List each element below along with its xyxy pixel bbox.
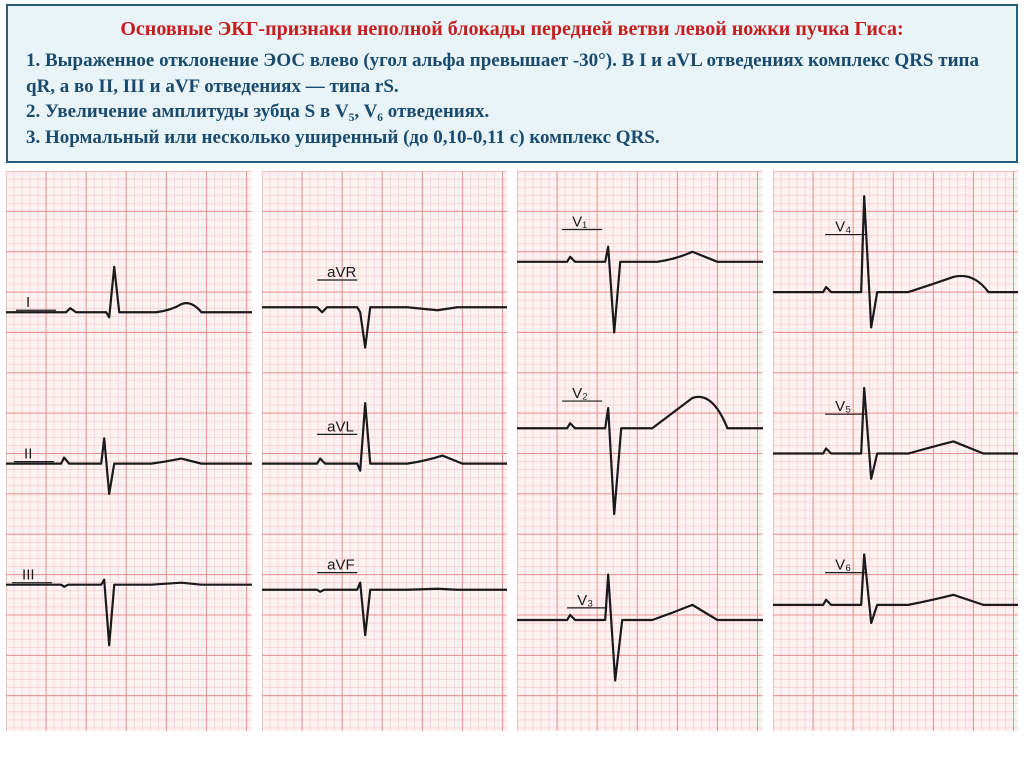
lead-label-V₁: V₁ <box>572 213 587 230</box>
ecg-strip-strip-1: IIIIII <box>6 171 252 731</box>
lead-label-I: I <box>26 294 30 311</box>
ecg-panel: IIIIIIaVRaVLaVFV₁V₂V₃V₄V₅V₆ <box>0 171 1024 731</box>
lead-label-II: II <box>24 445 32 462</box>
criterion-2: 2. Увеличение амплитуды зубца S в V₅, V₆… <box>26 99 998 125</box>
lead-label-III: III <box>22 566 35 583</box>
header-panel: Основные ЭКГ-признаки неполной блокады п… <box>6 4 1018 163</box>
ecg-strip-strip-3: V₁ V₂ V₃ <box>517 171 763 731</box>
slide-title: Основные ЭКГ-признаки неполной блокады п… <box>26 16 998 42</box>
lead-label-aVR: aVR <box>327 263 356 280</box>
criterion-1: 1. Выраженное отклонение ЭОС влево (угол… <box>26 48 998 99</box>
lead-label-V₄: V₄ <box>835 218 851 235</box>
lead-label-aVL: aVL <box>327 418 354 435</box>
lead-label-V₆: V₆ <box>835 556 851 573</box>
criteria-list: 1. Выраженное отклонение ЭОС влево (угол… <box>26 48 998 151</box>
lead-label-V₃: V₃ <box>577 591 593 608</box>
lead-label-V₂: V₂ <box>572 385 588 402</box>
ecg-strip-strip-4: V₄ V₅ V₆ <box>773 171 1019 731</box>
ecg-strip-strip-2: aVR aVL aVF <box>262 171 508 731</box>
lead-label-aVF: aVF <box>327 556 355 573</box>
criterion-3: 3. Нормальный или несколько уширенный (д… <box>26 125 998 151</box>
lead-label-V₅: V₅ <box>835 398 851 415</box>
